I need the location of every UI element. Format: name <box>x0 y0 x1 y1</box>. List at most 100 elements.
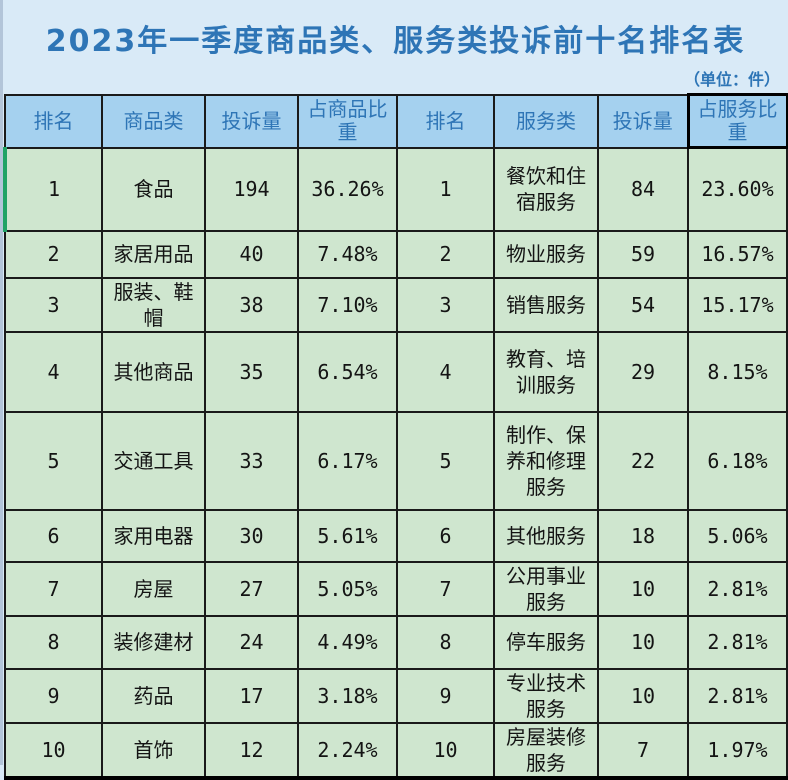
header-goods-share[interactable]: 占商品比重 <box>297 93 398 149</box>
cell-goods-share[interactable]: 5.61% <box>297 508 398 563</box>
table-row: 7 房屋 27 5.05% 7 公用事业服务 10 2.81% <box>4 560 788 617</box>
cell-service-name[interactable]: 物业服务 <box>493 229 599 279</box>
cell-goods-rank[interactable]: 1 <box>3 146 103 232</box>
cell-service-share[interactable]: 2.81% <box>687 560 788 617</box>
cell-goods-rank[interactable]: 10 <box>4 721 103 779</box>
cell-service-rank[interactable]: 7 <box>396 560 495 617</box>
cell-goods-name[interactable]: 家用电器 <box>101 508 206 563</box>
cell-goods-count[interactable]: 35 <box>204 330 299 413</box>
cell-service-count[interactable]: 18 <box>597 508 689 563</box>
table-row: 3 服装、鞋帽 38 7.10% 3 销售服务 54 15.17% <box>4 276 788 333</box>
cell-goods-share[interactable]: 7.10% <box>297 276 398 333</box>
cell-service-share[interactable]: 1.97% <box>687 721 788 779</box>
cell-service-rank[interactable]: 2 <box>396 229 495 279</box>
cell-goods-share[interactable]: 6.54% <box>297 330 398 413</box>
cell-service-name[interactable]: 教育、培训服务 <box>493 330 599 413</box>
header-goods-count[interactable]: 投诉量 <box>204 93 299 149</box>
unit-note: （单位：件） <box>683 70 780 89</box>
header-rank-goods[interactable]: 排名 <box>4 93 103 149</box>
cell-service-share[interactable]: 5.06% <box>687 508 788 563</box>
cell-goods-rank[interactable]: 4 <box>4 330 103 413</box>
cell-goods-count[interactable]: 33 <box>204 410 299 511</box>
header-row: 排名 商品类 投诉量 占商品比重 排名 服务类 投诉量 占服务比重 <box>4 93 788 149</box>
cell-service-count[interactable]: 29 <box>597 330 689 413</box>
cell-service-name[interactable]: 餐饮和住宿服务 <box>493 146 599 232</box>
cell-service-name[interactable]: 制作、保养和修理服务 <box>493 410 599 511</box>
cell-goods-rank[interactable]: 7 <box>4 560 103 617</box>
cell-goods-count[interactable]: 30 <box>204 508 299 563</box>
cell-goods-share[interactable]: 3.18% <box>297 667 398 724</box>
cell-service-count[interactable]: 22 <box>597 410 689 511</box>
cell-service-rank[interactable]: 4 <box>396 330 495 413</box>
cell-goods-share[interactable]: 2.24% <box>297 721 398 779</box>
table-row: 1 食品 194 36.26% 1 餐饮和住宿服务 84 23.60% <box>3 146 788 232</box>
cell-service-rank[interactable]: 8 <box>396 614 495 670</box>
table-row: 6 家用电器 30 5.61% 6 其他服务 18 5.06% <box>4 508 788 563</box>
header-service-share[interactable]: 占服务比重 <box>686 93 788 149</box>
cell-goods-count[interactable]: 27 <box>204 560 299 617</box>
table-body: 1 食品 194 36.26% 1 餐饮和住宿服务 84 23.60% 2 家居… <box>3 146 788 779</box>
title-block: 2023年一季度商品类、服务类投诉前十名排名表 （单位：件） <box>3 0 788 93</box>
cell-service-share[interactable]: 6.18% <box>687 410 788 511</box>
cell-service-count[interactable]: 10 <box>597 560 689 617</box>
cell-service-count[interactable]: 84 <box>597 146 689 232</box>
cell-service-name[interactable]: 停车服务 <box>493 614 599 670</box>
cell-goods-count[interactable]: 24 <box>204 614 299 670</box>
cell-service-rank[interactable]: 10 <box>396 721 495 779</box>
cell-goods-rank[interactable]: 3 <box>4 276 103 333</box>
cell-goods-name[interactable]: 交通工具 <box>101 410 206 511</box>
cell-goods-rank[interactable]: 9 <box>4 667 103 724</box>
cell-goods-share[interactable]: 7.48% <box>297 229 398 279</box>
cell-goods-count[interactable]: 38 <box>204 276 299 333</box>
cell-goods-name[interactable]: 药品 <box>101 667 206 724</box>
cell-goods-count[interactable]: 17 <box>204 667 299 724</box>
cell-service-name[interactable]: 其他服务 <box>493 508 599 563</box>
cell-goods-share[interactable]: 6.17% <box>297 410 398 511</box>
cell-goods-name[interactable]: 首饰 <box>101 721 206 779</box>
cell-goods-share[interactable]: 4.49% <box>297 614 398 670</box>
cell-service-rank[interactable]: 1 <box>396 146 495 232</box>
cell-service-count[interactable]: 10 <box>597 614 689 670</box>
cell-service-share[interactable]: 16.57% <box>687 229 788 279</box>
cell-goods-name[interactable]: 食品 <box>101 146 206 232</box>
cell-service-count[interactable]: 7 <box>597 721 689 779</box>
cell-goods-name[interactable]: 家居用品 <box>101 229 206 279</box>
cell-goods-name[interactable]: 房屋 <box>101 560 206 617</box>
cell-service-share[interactable]: 2.81% <box>687 614 788 670</box>
cell-goods-name[interactable]: 装修建材 <box>101 614 206 670</box>
cell-service-name[interactable]: 销售服务 <box>493 276 599 333</box>
cell-goods-count[interactable]: 12 <box>204 721 299 779</box>
cell-goods-name[interactable]: 其他商品 <box>101 330 206 413</box>
cell-service-rank[interactable]: 6 <box>396 508 495 563</box>
cell-service-share[interactable]: 23.60% <box>687 146 788 232</box>
cell-service-count[interactable]: 10 <box>597 667 689 724</box>
cell-service-rank[interactable]: 3 <box>396 276 495 333</box>
cell-service-count[interactable]: 59 <box>597 229 689 279</box>
cell-service-rank[interactable]: 9 <box>396 667 495 724</box>
header-service-count[interactable]: 投诉量 <box>597 93 689 149</box>
cell-goods-rank[interactable]: 8 <box>4 614 103 670</box>
table-row: 5 交通工具 33 6.17% 5 制作、保养和修理服务 22 6.18% <box>4 410 788 511</box>
cell-goods-share[interactable]: 5.05% <box>297 560 398 617</box>
cell-service-name[interactable]: 专业技术服务 <box>493 667 599 724</box>
header-rank-services[interactable]: 排名 <box>396 93 495 149</box>
cell-service-name[interactable]: 公用事业服务 <box>493 560 599 617</box>
table-row: 4 其他商品 35 6.54% 4 教育、培训服务 29 8.15% <box>4 330 788 413</box>
header-goods-category[interactable]: 商品类 <box>101 93 206 149</box>
cell-service-name[interactable]: 房屋装修服务 <box>493 721 599 779</box>
cell-service-rank[interactable]: 5 <box>396 410 495 511</box>
table-row: 2 家居用品 40 7.48% 2 物业服务 59 16.57% <box>4 229 788 279</box>
cell-goods-rank[interactable]: 6 <box>4 508 103 563</box>
cell-goods-rank[interactable]: 5 <box>4 410 103 511</box>
cell-service-count[interactable]: 54 <box>597 276 689 333</box>
cell-service-share[interactable]: 2.81% <box>687 667 788 724</box>
header-service-category[interactable]: 服务类 <box>493 93 599 149</box>
cell-goods-rank[interactable]: 2 <box>4 229 103 279</box>
cell-goods-count[interactable]: 40 <box>204 229 299 279</box>
cell-goods-share[interactable]: 36.26% <box>297 146 398 232</box>
cell-service-share[interactable]: 15.17% <box>687 276 788 333</box>
cell-goods-name[interactable]: 服装、鞋帽 <box>101 276 206 333</box>
cell-service-share[interactable]: 8.15% <box>687 330 788 413</box>
cell-goods-count[interactable]: 194 <box>204 146 299 232</box>
